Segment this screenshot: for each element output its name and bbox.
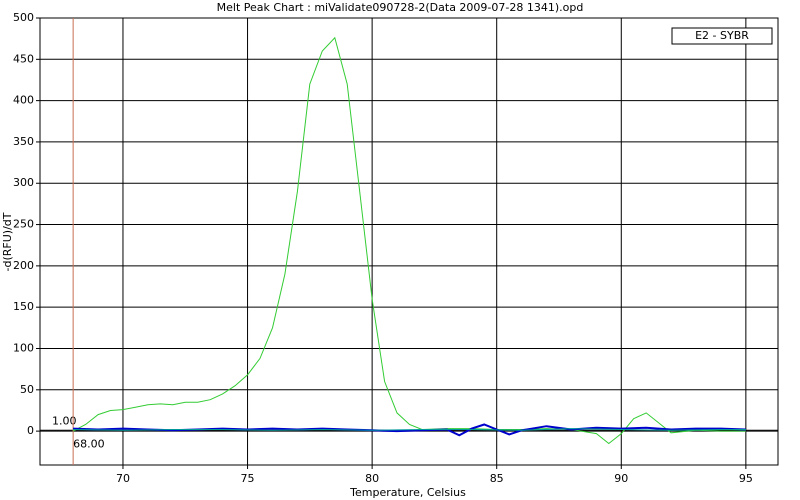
x-tick-label: 90 xyxy=(614,472,628,485)
x-tick-label: 80 xyxy=(365,472,379,485)
chart-title: Melt Peak Chart : miValidate090728-2(Dat… xyxy=(217,1,584,14)
x-tick-label: 95 xyxy=(739,472,753,485)
y-tick-label: 300 xyxy=(13,176,34,189)
y-tick-label: 0 xyxy=(27,424,34,437)
y-tick-label: 400 xyxy=(13,94,34,107)
plot-area xyxy=(39,17,779,466)
legend-box xyxy=(671,27,773,45)
y-tick-label: 250 xyxy=(13,218,34,231)
y-tick-label: 150 xyxy=(13,300,34,313)
threshold-label: 1.00 xyxy=(52,414,77,427)
y-tick-label: 450 xyxy=(13,52,34,65)
series-line xyxy=(73,428,746,431)
legend-label: E2 - SYBR xyxy=(695,29,749,42)
x-tick-label: 75 xyxy=(241,472,255,485)
x-tick-label: 85 xyxy=(490,472,504,485)
y-axis-label: -d(RFU)/dT xyxy=(1,212,14,271)
y-tick-label: 100 xyxy=(13,341,34,354)
y-tick-label: 50 xyxy=(20,383,34,396)
y-tick-label: 500 xyxy=(13,11,34,24)
x-axis-label: Temperature, Celsius xyxy=(349,486,466,499)
y-tick-label: 350 xyxy=(13,135,34,148)
series-line xyxy=(72,36,746,445)
start-marker-label: 68.00 xyxy=(73,437,105,450)
y-tick-label: 200 xyxy=(13,259,34,272)
x-tick-label: 70 xyxy=(116,472,130,485)
